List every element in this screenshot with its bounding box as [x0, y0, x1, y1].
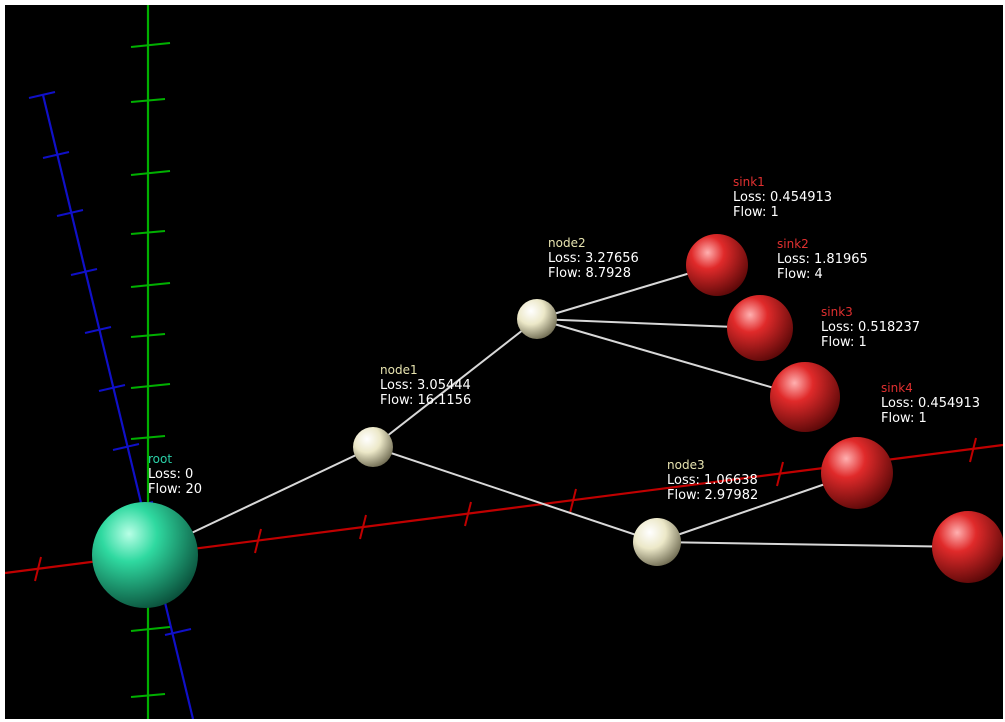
edge-node1-node2 [372, 318, 538, 448]
node2-flow: Flow: 8.7928 [548, 266, 631, 281]
sink2-loss: Loss: 1.81965 [777, 252, 868, 267]
node1-label: node1 Loss: 3.05444 Flow: 16.1156 [380, 363, 471, 408]
sink5-sphere[interactable] [932, 511, 1003, 583]
root-flow: Flow: 20 [148, 482, 203, 497]
node2-name: node2 [548, 236, 586, 250]
x-axis-ticks [34, 437, 977, 582]
y-axis-ticks [130, 42, 171, 698]
3d-graph-viewport[interactable]: root Loss: 0 Flow: 20 node1 Loss: 3.05444 Flo… [5, 5, 1003, 719]
sink3-label: sink3 Loss: 0.518237 Flow: 1 [821, 305, 920, 350]
edge-node1-node3 [372, 446, 658, 543]
root-name: root [148, 452, 173, 466]
root-sphere[interactable] [92, 502, 198, 608]
sink1-sphere[interactable] [686, 234, 748, 296]
node3-label: node3 Loss: 1.06638 Flow: 2.97982 [667, 458, 758, 503]
z-axis-ticks [28, 91, 192, 636]
node3-sphere[interactable] [633, 518, 681, 566]
sink4-sphere[interactable] [821, 437, 893, 509]
y-axis [130, 5, 171, 719]
node1-name: node1 [380, 363, 418, 377]
sink2-label: sink2 Loss: 1.81965 Flow: 4 [777, 237, 868, 282]
sink3-loss: Loss: 0.518237 [821, 320, 921, 335]
graph-nodes [92, 234, 1003, 608]
z-axis [28, 91, 195, 719]
sink3-flow: Flow: 1 [821, 335, 867, 350]
sink1-label: sink1 Loss: 0.454913 Flow: 1 [733, 175, 832, 220]
node1-loss: Loss: 3.05444 [380, 378, 471, 393]
edge-node2-sink3 [536, 318, 806, 398]
node2-label: node2 Loss: 3.27656 Flow: 8.7928 [548, 236, 639, 281]
sink2-flow: Flow: 4 [777, 267, 823, 282]
sink1-loss: Loss: 0.454913 [733, 190, 833, 205]
sink3-sphere[interactable] [770, 362, 840, 432]
edge-node2-sink2 [536, 318, 761, 329]
edge-node3-sink5 [656, 541, 969, 548]
node3-flow: Flow: 2.97982 [667, 488, 759, 503]
sink4-name: sink4 [881, 381, 913, 395]
edge-node2-sink1 [536, 264, 718, 320]
sink1-name: sink1 [733, 175, 765, 189]
node1-sphere[interactable] [353, 427, 393, 467]
coordinate-axes [5, 5, 1003, 719]
root-loss: Loss: 0 [148, 467, 194, 482]
node3-loss: Loss: 1.06638 [667, 473, 758, 488]
sink1-flow: Flow: 1 [733, 205, 779, 220]
sink2-name: sink2 [777, 237, 809, 251]
node1-flow: Flow: 16.1156 [380, 393, 472, 408]
sink4-loss: Loss: 0.454913 [881, 396, 981, 411]
sink4-label: sink4 Loss: 0.454913 Flow: 1 [881, 381, 980, 426]
node2-sphere[interactable] [517, 299, 557, 339]
root-label: root Loss: 0 Flow: 20 [148, 452, 202, 497]
node2-loss: Loss: 3.27656 [548, 251, 639, 266]
sink3-name: sink3 [821, 305, 853, 319]
sink4-flow: Flow: 1 [881, 411, 927, 426]
graph-scene [5, 5, 1003, 719]
node3-name: node3 [667, 458, 705, 472]
sink2-sphere[interactable] [727, 295, 793, 361]
